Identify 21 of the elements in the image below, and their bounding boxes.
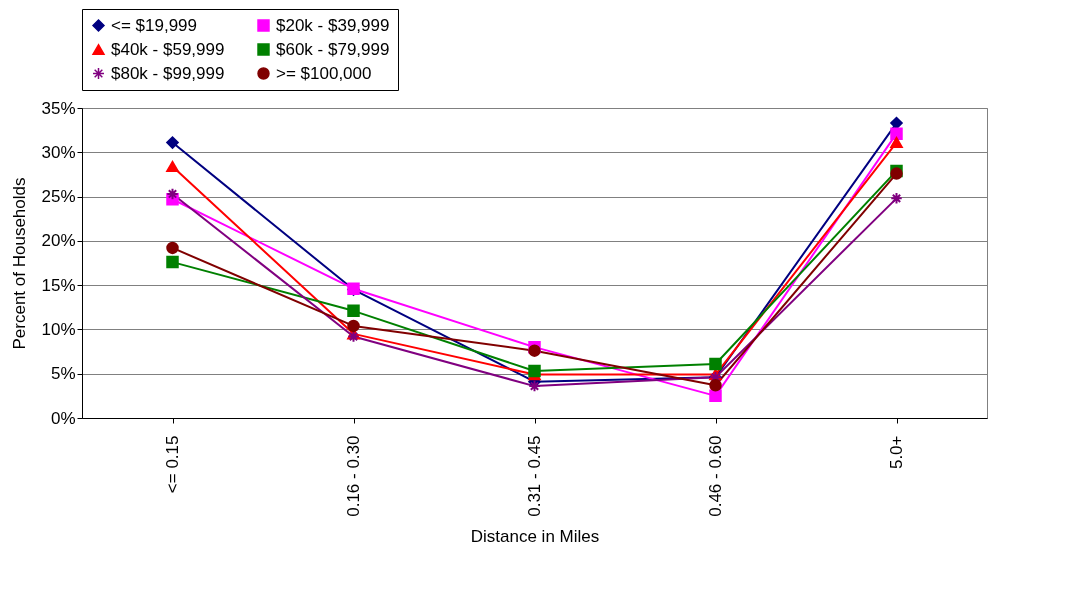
x-tick-label: 0.31 - 0.45: [525, 435, 544, 517]
x-tick-label: 5.0+: [887, 435, 906, 470]
legend-label: $80k - $99,999: [111, 63, 225, 83]
y-tick-label: 0%: [50, 408, 76, 428]
x-axis-title: Distance in Miles: [470, 526, 600, 546]
y-tick-label: 15%: [41, 275, 76, 295]
legend-label: >= $100,000: [276, 63, 372, 83]
y-tick-label: 5%: [50, 364, 76, 384]
y-tick-label: 10%: [41, 319, 76, 339]
legend-label: $40k - $59,999: [111, 39, 225, 59]
y-tick-label: 30%: [41, 142, 76, 162]
legend-label: $20k - $39,999: [276, 15, 390, 35]
x-tick-label: <= 0.15: [163, 435, 182, 494]
legend-label: $60k - $79,999: [276, 39, 390, 59]
x-tick-label: 0.46 - 0.60: [706, 435, 725, 517]
y-tick-label: 25%: [41, 187, 76, 207]
x-tick-label: 0.16 - 0.30: [344, 435, 363, 517]
y-tick-label: 35%: [41, 98, 76, 118]
y-axis-title: Percent of Households: [10, 177, 30, 350]
y-tick-label: 20%: [41, 231, 76, 251]
legend-label: <= $19,999: [111, 15, 198, 35]
